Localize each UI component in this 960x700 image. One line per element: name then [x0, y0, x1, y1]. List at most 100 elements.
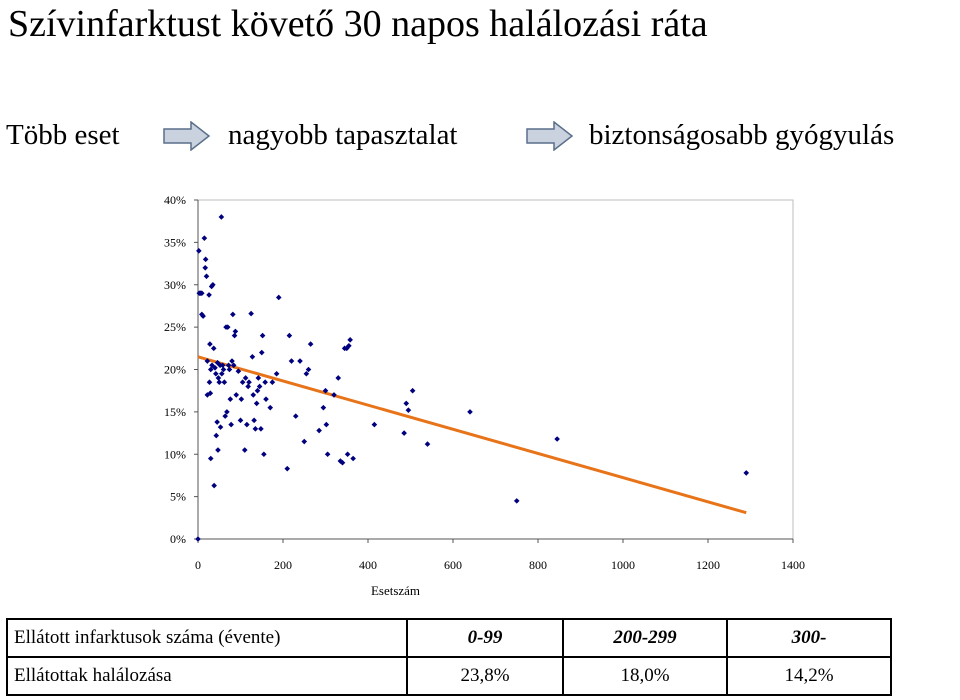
- data-point: [261, 451, 267, 458]
- row1-label: Ellátott infarktusok száma (évente): [6, 618, 408, 658]
- data-point: [303, 370, 310, 377]
- data-point: [222, 413, 228, 419]
- data-point: [213, 370, 219, 377]
- data-point: [250, 392, 257, 398]
- right-arrow-icon: [163, 121, 211, 151]
- data-point: [196, 248, 202, 254]
- data-point: [219, 370, 225, 377]
- data-point: [292, 413, 299, 419]
- data-point: [209, 362, 215, 369]
- data-point: [297, 358, 303, 364]
- table-row: Ellátott infarktusok száma (évente) 0-99…: [6, 618, 892, 658]
- data-point: [513, 498, 520, 504]
- data-point: [255, 375, 262, 381]
- data-point: [256, 383, 263, 390]
- data-point: [207, 455, 214, 462]
- y-tick-label: 0%: [170, 532, 186, 546]
- row2-label: Ellátottak halálozása: [6, 656, 408, 696]
- data-point: [221, 379, 228, 386]
- data-point: [228, 421, 234, 428]
- data-point: [213, 432, 220, 439]
- right-arrow-icon: [526, 121, 574, 151]
- y-tick-label: 5%: [170, 490, 186, 504]
- data-point: [195, 536, 201, 542]
- data-point: [229, 358, 235, 364]
- data-point: [258, 349, 265, 356]
- scatter-chart: 0% 5% 10% 15% 20% 25% 30% 35% 40% 0 200 400 600 800 10…: [164, 193, 805, 598]
- data-point: [204, 392, 211, 398]
- data-point: [202, 265, 209, 271]
- data-point: [241, 447, 248, 453]
- data-point: [238, 396, 245, 402]
- data-point: [211, 482, 217, 489]
- flow-step-3: biztonságosabb gyógyulás: [589, 113, 894, 157]
- row1-col2: 200-299: [562, 618, 728, 658]
- data-point: [239, 379, 246, 386]
- data-point: [237, 417, 244, 424]
- data-point: [201, 235, 208, 241]
- data-point: [233, 392, 240, 398]
- x-axis-title: Esetszám: [371, 583, 420, 598]
- data-point: [226, 366, 233, 373]
- data-point: [253, 400, 260, 407]
- y-tick-label: 10%: [164, 447, 186, 461]
- data-point: [219, 362, 226, 369]
- data-point: [214, 359, 221, 366]
- data-point: [371, 421, 378, 428]
- data-point: [467, 409, 473, 415]
- data-point: [215, 447, 221, 453]
- summary-table: Ellátott infarktusok száma (évente) 0-99…: [6, 618, 892, 696]
- data-point: [227, 396, 234, 402]
- data-point: [263, 396, 269, 402]
- row1-col1: 0-99: [406, 618, 564, 658]
- data-point: [347, 337, 353, 343]
- data-point: [232, 328, 239, 335]
- data-point: [258, 426, 264, 432]
- row2-col1: 23,8%: [406, 656, 564, 696]
- data-point: [199, 311, 205, 318]
- data-point: [230, 311, 236, 318]
- data-point: [554, 436, 560, 442]
- y-tick-label: 30%: [164, 278, 186, 292]
- data-point: [230, 362, 237, 369]
- data-point: [259, 332, 266, 339]
- x-tick-label: 0: [195, 558, 201, 572]
- data-point: [212, 365, 218, 371]
- x-tick-label: 1000: [611, 558, 635, 572]
- data-point: [262, 379, 268, 386]
- data-point: [203, 273, 210, 280]
- data-point: [275, 294, 282, 301]
- data-point: [251, 417, 257, 424]
- data-point: [217, 424, 224, 430]
- table-row: Ellátottak halálozása 23,8% 18,0% 14,2%: [6, 656, 892, 696]
- data-point: [206, 379, 213, 386]
- slide-title: Szívinfarktust követő 30 napos halálozás…: [8, 3, 708, 45]
- x-tick-label: 1200: [696, 558, 720, 572]
- flow-step-2: nagyobb tapasztalat: [228, 113, 458, 157]
- data-point: [269, 379, 276, 386]
- data-point: [346, 342, 352, 349]
- chart-ticks: 0% 5% 10% 15% 20% 25% 30% 35% 40% 0 200 400 600 800 10…: [164, 193, 805, 572]
- data-point: [307, 341, 314, 347]
- data-point: [246, 379, 252, 386]
- data-point: [245, 383, 251, 390]
- row2-col2: 18,0%: [562, 656, 728, 696]
- x-tick-label: 200: [274, 558, 292, 572]
- data-point: [220, 366, 227, 373]
- data-point: [316, 427, 322, 434]
- data-point: [214, 419, 220, 425]
- data-point: [743, 470, 750, 476]
- flow-step-3-label: biztonságosabb gyógyulás: [589, 119, 895, 151]
- data-point: [284, 465, 291, 472]
- data-point: [405, 407, 412, 413]
- flow-step-1-label: Több eset: [6, 119, 120, 151]
- data-point: [242, 375, 249, 381]
- flow-step-2-label: nagyobb tapasztalat: [228, 119, 458, 151]
- data-point: [324, 451, 331, 458]
- data-point: [204, 358, 211, 364]
- data-point: [207, 366, 214, 373]
- y-tick-label: 20%: [164, 363, 186, 377]
- data-point: [248, 310, 254, 317]
- data-point: [409, 387, 416, 394]
- data-point: [331, 392, 337, 398]
